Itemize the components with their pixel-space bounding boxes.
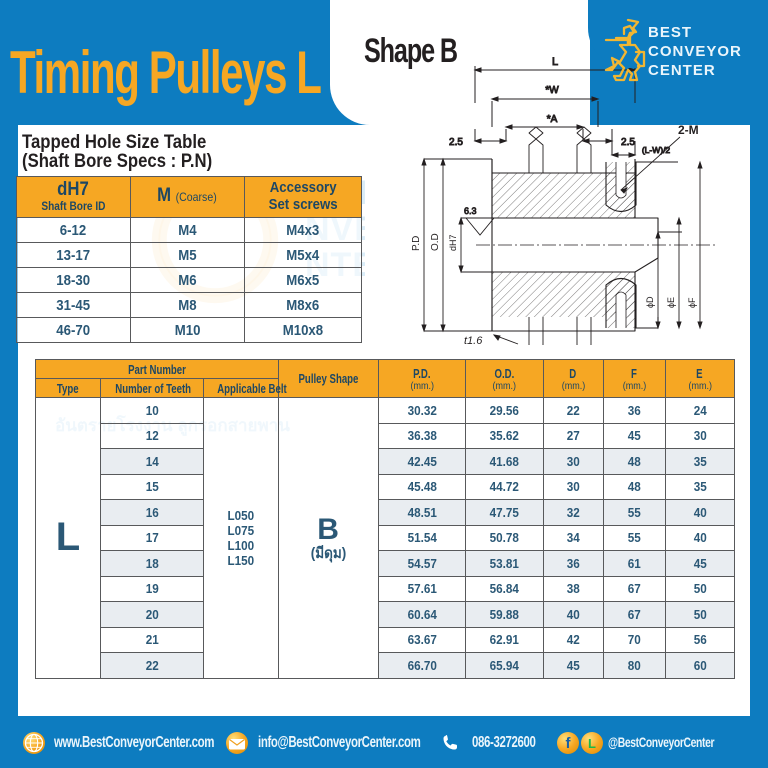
svg-text:ϕF: ϕF — [687, 297, 697, 308]
svg-text:*W: *W — [545, 85, 559, 96]
svg-text:2.5: 2.5 — [449, 137, 463, 148]
svg-text:O.D: O.D — [430, 233, 441, 251]
svg-text:L: L — [588, 736, 596, 751]
svg-text:dH7: dH7 — [448, 234, 458, 251]
svg-text:CONVEYOR: CONVEYOR — [648, 43, 742, 60]
svg-text:*A: *A — [547, 114, 558, 125]
svg-text:BEST: BEST — [648, 24, 692, 41]
svg-text:t1.6: t1.6 — [464, 335, 483, 345]
svg-text:6.3: 6.3 — [464, 206, 477, 216]
svg-text:CENTER: CENTER — [648, 62, 716, 79]
svg-text:L: L — [552, 56, 558, 68]
svg-text:P.D: P.D — [411, 236, 422, 251]
svg-text:2.5: 2.5 — [621, 137, 635, 148]
svg-text:ϕE: ϕE — [666, 297, 676, 308]
svg-text:2-M: 2-M — [678, 123, 699, 137]
svg-text:ϕD: ϕD — [645, 296, 655, 308]
